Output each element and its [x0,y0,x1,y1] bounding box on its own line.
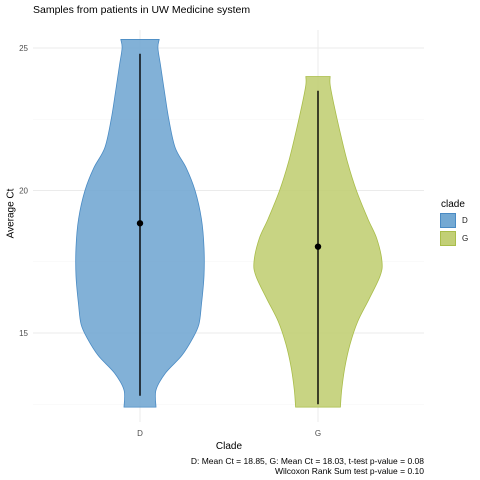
caption: D: Mean Ct = 18.85, G: Mean Ct = 18.03, … [191,456,424,476]
x-axis-label: Clade [215,441,243,452]
y-tick-label: 15 [19,329,28,338]
x-tick-label: D [137,429,143,438]
caption-line-1: D: Mean Ct = 18.85, G: Mean Ct = 18.03, … [190,456,424,466]
legend-title: clade [441,199,465,210]
range-layer [136,53,322,405]
tick-layer: 15 20 25 D G [19,44,321,438]
x-tick-label: G [315,429,321,438]
y-tick-label: 25 [19,44,28,53]
legend-swatch-g [440,231,456,246]
y-axis-label: Average Ct [5,188,17,239]
mean-point-g [314,243,322,250]
legend-swatch-d [440,213,456,228]
y-tick-label: 20 [19,187,28,196]
legend-label-d: D [462,216,468,225]
mean-point-d [136,220,144,227]
violin-layer [75,39,383,408]
caption-line-2: Wilcoxon Rank Sum test p-value = 0.10 [274,466,424,476]
legend-label-g: G [462,234,469,243]
chart-title: Samples from patients in UW Medicine sys… [33,4,251,16]
